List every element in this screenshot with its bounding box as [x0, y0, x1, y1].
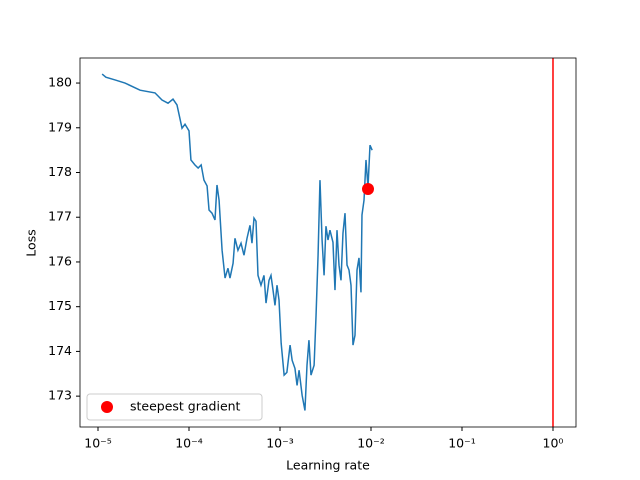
legend-box — [86, 393, 263, 421]
legend-marker — [101, 401, 113, 413]
y-axis-label: Loss — [24, 229, 39, 256]
x-tick-label: 10⁻⁴ — [175, 436, 203, 451]
x-tick-label: 10⁻¹ — [448, 436, 476, 451]
y-tick-label: 176 — [48, 253, 72, 268]
y-tick-label: 178 — [48, 164, 72, 179]
legend-label: steepest gradient — [130, 399, 241, 414]
y-tick-label: 175 — [48, 298, 72, 313]
x-axis-label: Learning rate — [286, 458, 370, 473]
y-tick-label: 180 — [48, 75, 72, 90]
point — [362, 183, 375, 196]
axes-frame — [79, 57, 577, 428]
y-tick-label: 173 — [48, 388, 72, 403]
y-tick-label: 177 — [48, 209, 72, 224]
loss-line — [101, 73, 373, 411]
x-tick-label: 10⁻⁵ — [84, 436, 112, 451]
x-tick-label: 10⁰ — [543, 436, 564, 451]
x-tick-label: 10⁻³ — [266, 436, 294, 451]
y-tick-label: 179 — [48, 119, 72, 134]
x-tick-label: 10⁻² — [357, 436, 385, 451]
y-tick-label: 174 — [48, 343, 72, 358]
